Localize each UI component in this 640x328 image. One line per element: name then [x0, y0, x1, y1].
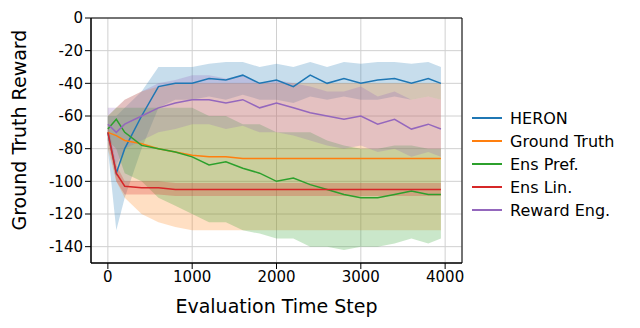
svg-text:4000: 4000	[426, 268, 464, 286]
svg-text:-20: -20	[59, 42, 84, 60]
svg-text:-40: -40	[59, 75, 84, 93]
svg-text:Evaluation Time Step: Evaluation Time Step	[175, 295, 377, 317]
html-text:Ground Truth: Ground Truth	[510, 131, 615, 151]
html-text:Ens Pref.: Ens Pref.	[510, 154, 579, 174]
html-text:HERON: HERON	[510, 108, 568, 128]
svg-text:0: 0	[73, 9, 83, 27]
svg-text:1000: 1000	[173, 268, 211, 286]
html-text:Ens Lin.: Ens Lin.	[510, 177, 573, 197]
svg-text:2000: 2000	[257, 268, 295, 286]
svg-text:-120: -120	[49, 205, 83, 223]
svg-text:-80: -80	[59, 140, 84, 158]
html-text:Reward Eng.: Reward Eng.	[510, 200, 611, 220]
svg-text:-140: -140	[49, 238, 83, 256]
svg-text:Ground Truth Reward: Ground Truth Reward	[8, 30, 30, 231]
svg-text:3000: 3000	[342, 268, 380, 286]
svg-text:-60: -60	[59, 107, 84, 125]
svg-text:-100: -100	[49, 173, 83, 191]
svg-text:0: 0	[103, 268, 113, 286]
